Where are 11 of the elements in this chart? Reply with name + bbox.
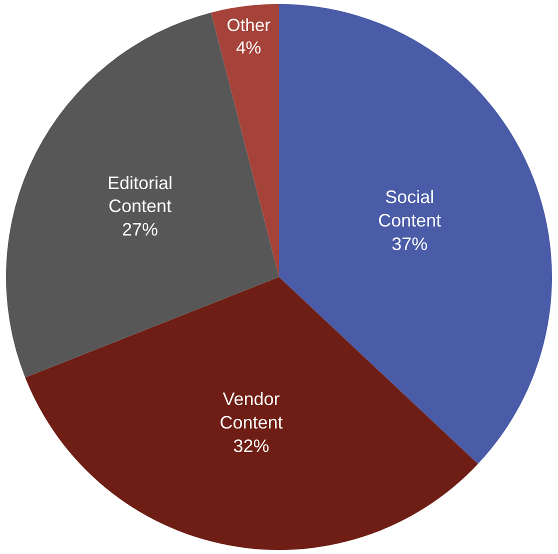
data-label: 27% (122, 220, 158, 240)
pie-slice (6, 12, 279, 378)
slice-label: Social Content (378, 187, 442, 230)
slice-label: Other (226, 14, 271, 35)
data-label: 4% (236, 38, 262, 58)
data-label: 32% (233, 436, 270, 456)
slice-label: Editorial Content (107, 172, 173, 216)
data-label: 37% (392, 234, 428, 254)
pie-slice (25, 277, 478, 550)
slice-label: Vendor Content (220, 389, 283, 432)
pie-slice (211, 4, 279, 277)
